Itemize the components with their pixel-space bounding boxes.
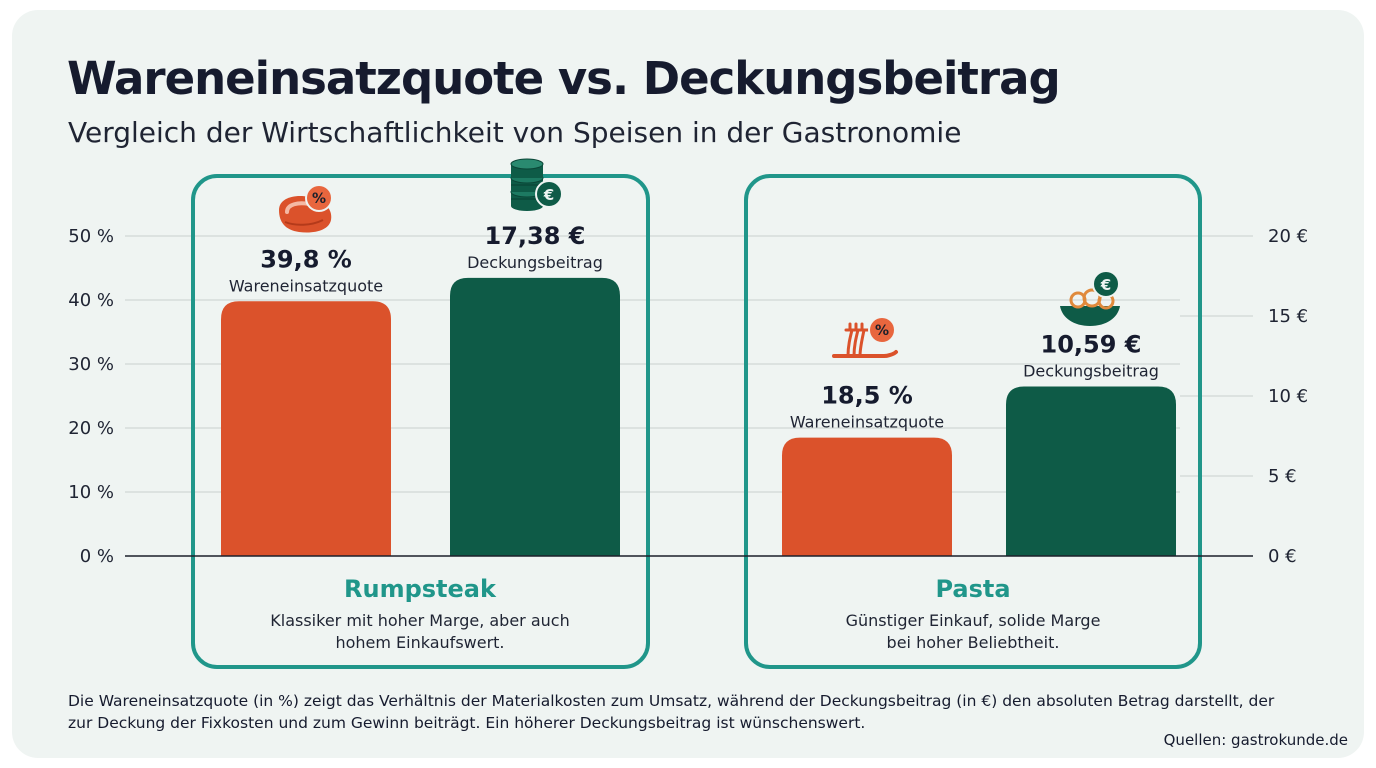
left-tick-label-0: 0 % <box>80 546 114 567</box>
value-labels: 39,8 % Wareneinsatzquote 17,38 € Deckungsbe… <box>229 222 1159 432</box>
right-tick-label-0: 0 € <box>1268 546 1297 567</box>
value-label-rumpsteak-deckungsbeitrag: 17,38 € <box>485 222 586 250</box>
group-frame-rumpsteak <box>191 174 650 669</box>
series-label-rumpsteak-wareneinsatzquote: Wareneinsatzquote <box>229 276 383 295</box>
left-tick-label-3: 30 % <box>68 354 114 375</box>
coin-stack-euro-icon <box>510 158 563 212</box>
category-title-rumpsteak: Rumpsteak <box>344 575 497 603</box>
noodle-fork-percent-icon: % <box>832 316 898 358</box>
page-title: Wareneinsatzquote vs. Deckungsbeitrag <box>67 52 1061 105</box>
source-note: Quellen: gastrokunde.de <box>1163 731 1348 749</box>
svg-text:%: % <box>312 191 326 207</box>
right-axis: 0 € 5 € 10 € 15 € 20 € <box>1268 226 1308 567</box>
value-label-pasta-deckungsbeitrag: 10,59 € <box>1041 331 1142 359</box>
series-label-pasta-deckungsbeitrag: Deckungsbeitrag <box>1023 362 1159 381</box>
bar-rumpsteak-deckungsbeitrag <box>450 277 620 556</box>
category-description-rumpsteak-1: hohem Einkaufswert. <box>335 633 504 652</box>
series-label-pasta-wareneinsatzquote: Wareneinsatzquote <box>790 413 944 432</box>
right-tick-label-1: 5 € <box>1268 466 1297 487</box>
category-title-pasta: Pasta <box>935 575 1010 603</box>
left-tick-label-2: 20 % <box>68 418 114 439</box>
category-labels: Rumpsteak Klassiker mit hoher Marge, aber… <box>270 575 1100 652</box>
left-tick-label-5: 50 % <box>68 226 114 247</box>
right-tick-label-4: 20 € <box>1268 226 1308 247</box>
series-label-rumpsteak-deckungsbeitrag: Deckungsbeitrag <box>467 253 603 272</box>
bar-pasta-wareneinsatzquote <box>782 437 952 556</box>
page-subtitle: Vergleich der Wirtschaftlichkeit von Spe… <box>68 116 962 149</box>
left-axis: 0 % 10 % 20 % 30 % 40 % 50 % <box>68 226 114 567</box>
value-label-pasta-wareneinsatzquote: 18,5 % <box>821 382 913 410</box>
bar-pasta-deckungsbeitrag <box>1006 386 1176 556</box>
right-tick-label-3: 15 € <box>1268 306 1308 327</box>
pasta-bowl-euro-icon: € <box>1060 270 1120 326</box>
left-tick-label-1: 10 % <box>68 482 114 503</box>
steak-percent-icon: % <box>279 184 333 233</box>
value-label-rumpsteak-wareneinsatzquote: 39,8 % <box>260 245 352 273</box>
left-tick-label-4: 40 % <box>68 290 114 311</box>
group-frame-pasta <box>744 174 1202 669</box>
right-tick-label-2: 10 € <box>1268 386 1308 407</box>
svg-text:€: € <box>1100 276 1111 294</box>
category-description-pasta-0: Günstiger Einkauf, solide Marge <box>846 611 1101 630</box>
bars <box>221 277 1176 556</box>
category-description-pasta-1: bei hoher Beliebtheit. <box>887 633 1060 652</box>
category-description-rumpsteak-0: Klassiker mit hoher Marge, aber auch <box>270 611 569 630</box>
bar-rumpsteak-wareneinsatzquote <box>221 301 391 556</box>
footnote: Die Wareneinsatzquote (in %) zeigt das V… <box>68 692 1275 732</box>
svg-text:%: % <box>875 323 889 339</box>
